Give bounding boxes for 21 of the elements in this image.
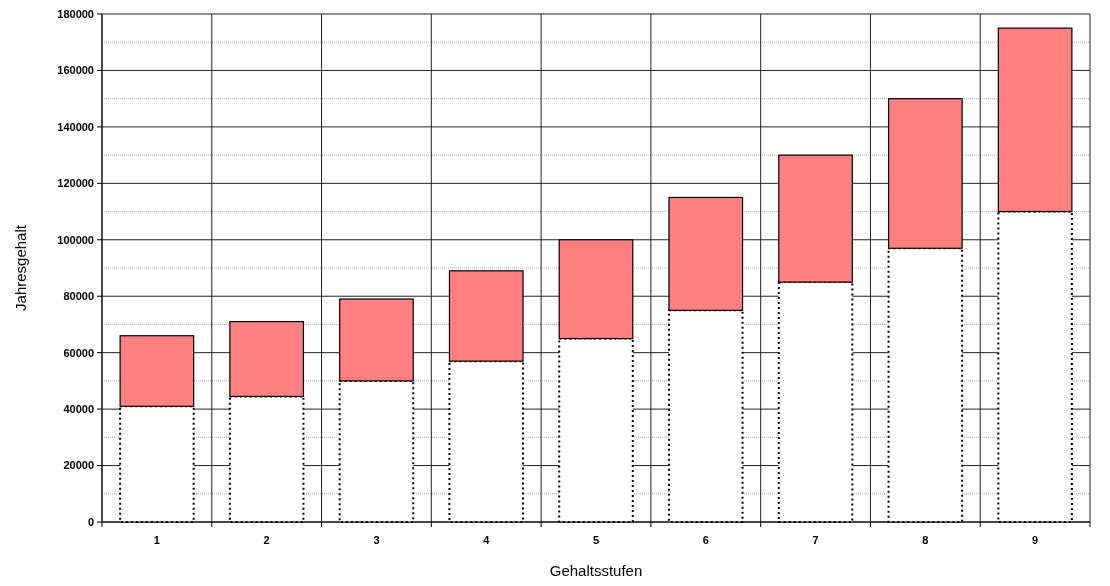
x-tick-label: 5	[592, 534, 600, 546]
y-tick-label: 180000	[57, 7, 94, 20]
x-tick-label: 6	[702, 534, 709, 546]
x-tick-label: 7	[812, 534, 819, 546]
x-tick-label: 4	[483, 534, 491, 546]
x-axis-title: Gehaltsstufen	[549, 562, 643, 579]
y-tick-label: 120000	[57, 177, 94, 190]
y-tick-label: 160000	[57, 64, 94, 77]
y-tick-label: 80000	[63, 290, 94, 303]
y-tick-label: 20000	[63, 459, 94, 472]
y-axis-title: Jahresgehalt	[12, 224, 29, 311]
x-tick-label: 1	[153, 534, 160, 546]
y-tick-label: 40000	[63, 402, 94, 415]
x-tick-label: 3	[373, 534, 380, 546]
x-tick-label: 9	[1032, 534, 1039, 546]
x-tick-label: 2	[263, 534, 270, 546]
y-tick-label: 60000	[63, 346, 94, 359]
y-tick-label: 0	[87, 515, 94, 528]
y-tick-label: 100000	[57, 233, 94, 246]
y-tick-label: 140000	[57, 120, 94, 133]
x-tick-label: 8	[922, 534, 929, 546]
